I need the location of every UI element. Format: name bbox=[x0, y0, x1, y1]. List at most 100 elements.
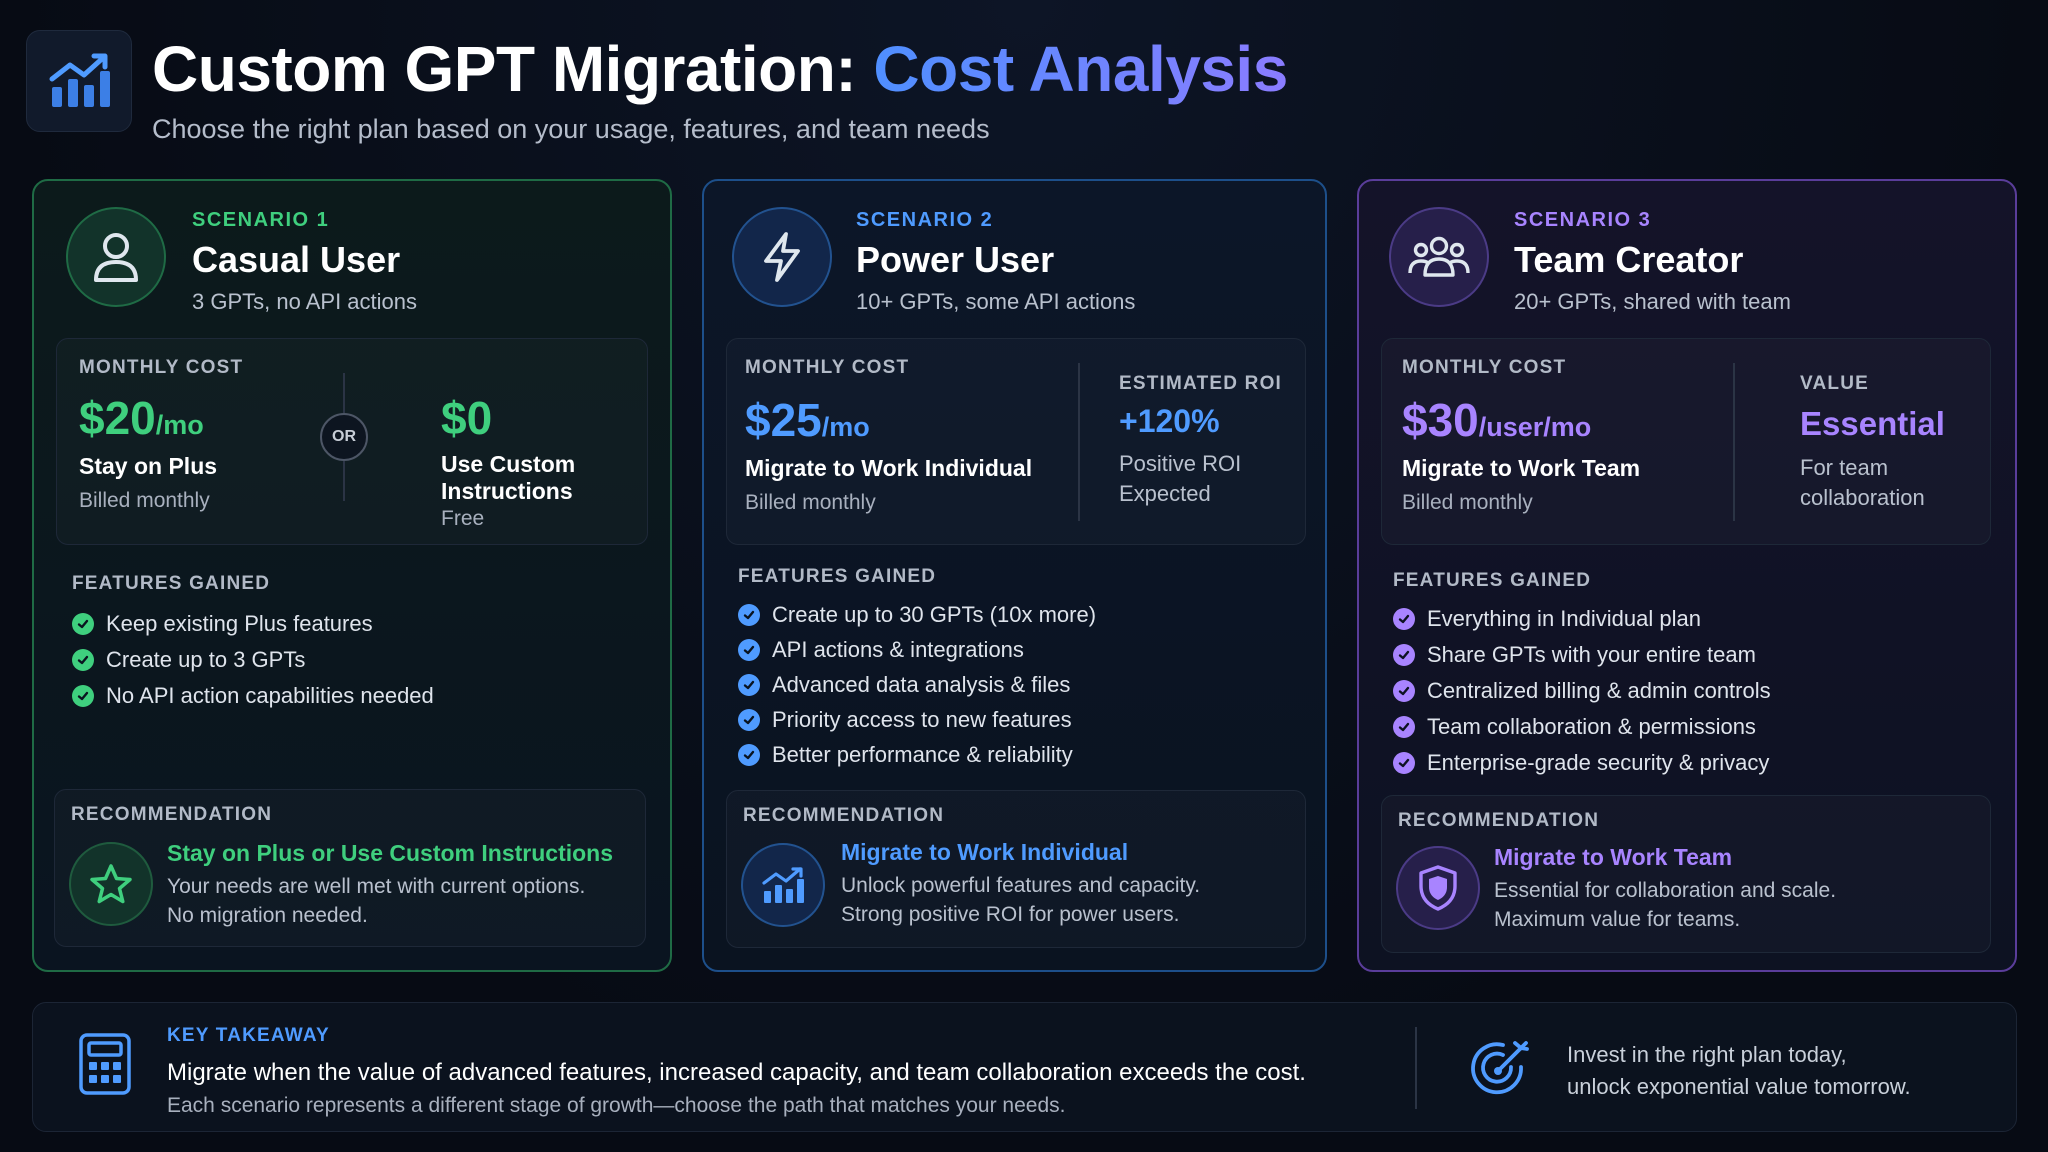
target-icon bbox=[1469, 1037, 1533, 1106]
features-list: Keep existing Plus features Create up to… bbox=[72, 606, 434, 714]
or-badge: OR bbox=[320, 413, 368, 461]
alt-price: $0 bbox=[441, 392, 493, 444]
scenario-desc: 3 GPTs, no API actions bbox=[192, 289, 418, 314]
check-icon bbox=[1393, 608, 1415, 630]
takeaway-main: Migrate when the value of advanced featu… bbox=[167, 1059, 1306, 1086]
check-icon bbox=[72, 649, 94, 671]
scenario-title: Team Creator bbox=[1514, 239, 1744, 280]
value-text: Essential bbox=[1800, 405, 1945, 442]
cost-box: MONTHLY COST $20/mo Stay on Plus Billed … bbox=[56, 338, 648, 545]
features-label: FEATURES GAINED bbox=[1393, 570, 1592, 591]
divider bbox=[343, 461, 345, 501]
chart-icon bbox=[26, 30, 132, 132]
growth-chart-icon bbox=[741, 843, 825, 927]
check-icon bbox=[1393, 716, 1415, 738]
recommendation-text: Your needs are well met with current opt… bbox=[167, 875, 586, 927]
star-icon bbox=[69, 842, 153, 926]
check-icon bbox=[738, 638, 760, 661]
feature-item: API actions & integrations bbox=[738, 632, 1096, 667]
value-desc: For team collaboration bbox=[1800, 455, 1925, 510]
feature-item: Enterprise-grade security & privacy bbox=[1393, 745, 1771, 781]
features-label: FEATURES GAINED bbox=[72, 573, 271, 594]
cost-plan: Migrate to Work Individual bbox=[745, 455, 1033, 481]
key-takeaway: KEY TAKEAWAY Migrate when the value of a… bbox=[32, 1002, 2017, 1132]
cost-billing: Billed monthly bbox=[79, 489, 210, 512]
scenario-card-power: SCENARIO 2 Power User 10+ GPTs, some API… bbox=[702, 179, 1327, 972]
roi-value: +120% bbox=[1119, 403, 1220, 439]
scenario-card-team: SCENARIO 3 Team Creator 20+ GPTs, shared… bbox=[1357, 179, 2017, 972]
alt-billing: Free bbox=[441, 507, 485, 530]
recommendation-label: RECOMMENDATION bbox=[71, 804, 273, 825]
recommendation-title: Migrate to Work Individual bbox=[841, 839, 1129, 865]
check-icon bbox=[738, 673, 760, 696]
shield-icon bbox=[1396, 846, 1480, 930]
header: Custom GPT Migration: Cost Analysis Choo… bbox=[26, 30, 1926, 144]
feature-item: Create up to 3 GPTs bbox=[72, 642, 434, 678]
scenario-title: Power User bbox=[856, 239, 1055, 280]
value-label: VALUE bbox=[1800, 373, 1869, 394]
features-list: Everything in Individual plan Share GPTs… bbox=[1393, 601, 1771, 781]
features-list: Create up to 30 GPTs (10x more) API acti… bbox=[738, 597, 1096, 772]
cost-label: MONTHLY COST bbox=[1402, 357, 1567, 378]
scenario-label: SCENARIO 2 bbox=[856, 209, 994, 231]
features-label: FEATURES GAINED bbox=[738, 566, 937, 587]
feature-item: Keep existing Plus features bbox=[72, 606, 434, 642]
check-icon bbox=[738, 603, 760, 626]
cost-billing: Billed monthly bbox=[745, 491, 876, 514]
calculator-icon bbox=[77, 1031, 133, 1102]
divider bbox=[1078, 363, 1080, 521]
divider bbox=[343, 373, 345, 413]
takeaway-slogan: Invest in the right plan today, unlock ex… bbox=[1567, 1042, 1911, 1099]
feature-item: Centralized billing & admin controls bbox=[1393, 673, 1771, 709]
feature-item: Share GPTs with your entire team bbox=[1393, 637, 1771, 673]
alt-plan: Use Custom Instructions bbox=[441, 451, 576, 504]
takeaway-label: KEY TAKEAWAY bbox=[167, 1025, 330, 1046]
cost-box: MONTHLY COST $30/user/mo Migrate to Work… bbox=[1381, 338, 1991, 545]
check-icon bbox=[1393, 680, 1415, 702]
feature-item: Team collaboration & permissions bbox=[1393, 709, 1771, 745]
check-icon bbox=[738, 743, 760, 766]
page-subtitle: Choose the right plan based on your usag… bbox=[152, 114, 990, 144]
recommendation-label: RECOMMENDATION bbox=[1398, 810, 1600, 831]
cost-label: MONTHLY COST bbox=[745, 357, 910, 378]
check-icon bbox=[1393, 644, 1415, 666]
scenario-card-casual: SCENARIO 1 Casual User 3 GPTs, no API ac… bbox=[32, 179, 672, 972]
cost-plan: Stay on Plus bbox=[79, 453, 218, 479]
recommendation-title: Stay on Plus or Use Custom Instructions bbox=[167, 840, 614, 866]
recommendation-label: RECOMMENDATION bbox=[743, 805, 945, 826]
scenario-label: SCENARIO 3 bbox=[1514, 209, 1652, 231]
scenario-label: SCENARIO 1 bbox=[192, 209, 330, 231]
lightning-icon bbox=[732, 207, 832, 307]
title-accent: Cost Analysis bbox=[873, 33, 1288, 105]
cost-plan: Migrate to Work Team bbox=[1402, 455, 1641, 481]
page-title: Custom GPT Migration: Cost Analysis bbox=[152, 33, 1288, 105]
feature-item: Better performance & reliability bbox=[738, 737, 1096, 772]
recommendation-title: Migrate to Work Team bbox=[1494, 844, 1733, 870]
roi-label: ESTIMATED ROI bbox=[1119, 373, 1283, 394]
team-icon bbox=[1389, 207, 1489, 307]
user-icon bbox=[66, 207, 166, 307]
feature-item: Everything in Individual plan bbox=[1393, 601, 1771, 637]
check-icon bbox=[1393, 752, 1415, 774]
scenario-title: Casual User bbox=[192, 239, 401, 280]
takeaway-sub: Each scenario represents a different sta… bbox=[167, 1094, 1066, 1117]
recommendation-box: RECOMMENDATION Stay on Plus or Use Custo… bbox=[54, 789, 646, 947]
feature-item: Priority access to new features bbox=[738, 702, 1096, 737]
roi-text: Positive ROI Expected bbox=[1119, 451, 1242, 506]
price: $25/mo bbox=[745, 394, 870, 446]
cost-box: MONTHLY COST $25/mo Migrate to Work Indi… bbox=[726, 338, 1306, 545]
cost-billing: Billed monthly bbox=[1402, 491, 1533, 514]
scenario-desc: 20+ GPTs, shared with team bbox=[1514, 289, 1791, 314]
feature-item: Create up to 30 GPTs (10x more) bbox=[738, 597, 1096, 632]
check-icon bbox=[72, 685, 94, 707]
check-icon bbox=[738, 708, 760, 731]
feature-item: Advanced data analysis & files bbox=[738, 667, 1096, 702]
scenario-desc: 10+ GPTs, some API actions bbox=[856, 289, 1136, 314]
recommendation-text: Essential for collaboration and scale. Ma… bbox=[1494, 879, 1837, 931]
divider bbox=[1733, 363, 1735, 521]
cost-label: MONTHLY COST bbox=[79, 357, 244, 378]
price: $30/user/mo bbox=[1402, 394, 1592, 446]
price: $20/mo bbox=[79, 392, 204, 444]
recommendation-box: RECOMMENDATION Migrate to Work Individua… bbox=[726, 790, 1306, 948]
feature-item: No API action capabilities needed bbox=[72, 678, 434, 714]
